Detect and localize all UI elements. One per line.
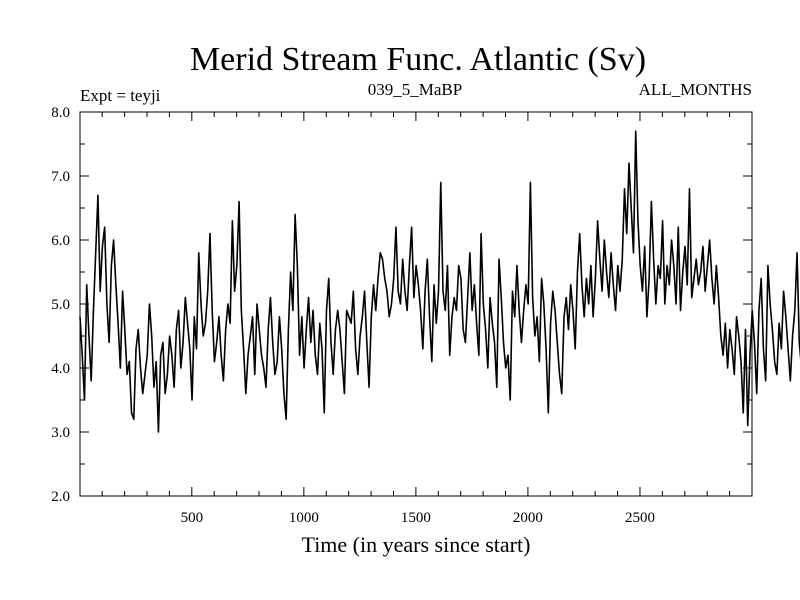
y-tick-label: 7.0 — [51, 169, 70, 185]
plot-frame — [79, 111, 753, 497]
y-tick-label: 6.0 — [51, 233, 70, 249]
series-line — [79, 130, 800, 433]
y-tick-label: 4.0 — [51, 361, 70, 377]
x-tick-label: 500 — [181, 510, 204, 526]
chart-title: Merid Stream Func. Atlantic (Sv) — [190, 41, 646, 78]
x-tick-label: 2000 — [513, 510, 543, 526]
axis-ticks — [80, 111, 752, 497]
experiment-label: Expt = teyji — [80, 86, 161, 105]
x-tick-label: 2500 — [625, 510, 655, 526]
x-axis-label: Time (in years since start) — [302, 532, 531, 557]
y-tick-label: 5.0 — [51, 297, 70, 313]
y-tick-label: 2.0 — [51, 489, 70, 505]
x-tick-label: 1000 — [289, 510, 319, 526]
y-tick-label: 3.0 — [51, 425, 70, 441]
period-label: 039_5_MaBP — [368, 80, 462, 99]
months-label: ALL_MONTHS — [639, 80, 752, 99]
axis-tick-labels: 2.0 3.0 4.0 5.0 6.0 7.0 8.0 500 1000 1500 2000 2500 — [51, 105, 655, 526]
x-tick-label: 1500 — [401, 510, 431, 526]
y-tick-label: 8.0 — [51, 105, 70, 121]
